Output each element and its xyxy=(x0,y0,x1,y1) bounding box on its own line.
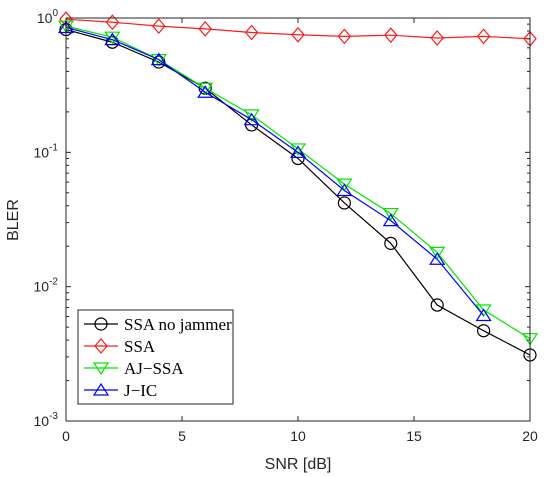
x-axis-label: SNR [dB] xyxy=(265,456,332,473)
data-point xyxy=(336,183,353,197)
legend-marker xyxy=(94,317,108,331)
plot-frame xyxy=(65,17,531,422)
legend: SSA no jammer SSA AJ−SSA J−IC xyxy=(77,309,234,405)
data-point xyxy=(336,178,353,192)
x-tick-label: 15 xyxy=(406,428,422,444)
series-line xyxy=(65,26,485,316)
data-point xyxy=(337,196,351,210)
data-point xyxy=(289,145,307,158)
data-point xyxy=(244,24,259,41)
data-point xyxy=(243,109,260,123)
x-tick-label: 10 xyxy=(290,428,306,444)
legend-label: SSA no jammer xyxy=(124,315,232,334)
data-point xyxy=(291,26,305,43)
y-tick-label: 10-1 xyxy=(34,142,59,160)
data-point xyxy=(384,27,398,44)
data-point xyxy=(197,82,214,96)
legend-marker xyxy=(92,362,110,376)
data-point xyxy=(429,246,446,260)
data-point xyxy=(197,85,214,98)
y-tick-label: 10-2 xyxy=(34,277,59,295)
y-axis-label: BLER xyxy=(5,199,22,241)
legend-marker xyxy=(92,382,110,396)
series-2 xyxy=(57,20,539,346)
data-point xyxy=(429,252,446,265)
legend-marker xyxy=(94,338,108,354)
x-tick-label: 20 xyxy=(522,428,538,444)
series-line xyxy=(65,18,531,40)
data-point xyxy=(475,308,492,322)
data-point xyxy=(430,30,444,46)
legend-label: SSA xyxy=(124,337,156,356)
x-tick-label: 0 xyxy=(62,428,70,444)
data-point xyxy=(382,213,399,227)
data-point xyxy=(243,112,260,126)
legend-label: J−IC xyxy=(124,381,157,400)
data-point xyxy=(337,28,352,45)
series-3 xyxy=(57,20,492,322)
y-tick-label: 100 xyxy=(37,8,59,26)
data-point xyxy=(150,52,167,66)
data-point xyxy=(382,207,399,221)
data-point xyxy=(476,28,491,45)
data-point xyxy=(384,236,398,250)
series-line xyxy=(65,25,531,340)
data-point xyxy=(430,298,444,312)
data-point xyxy=(104,31,121,45)
legend-label: AJ−SSA xyxy=(124,359,184,378)
x-tick-label: 5 xyxy=(178,428,186,444)
ticks-layer: 0 5 10 15 20 100 10-1 10-2 10-3 xyxy=(34,8,538,444)
data-point xyxy=(105,14,120,31)
series-line xyxy=(65,28,531,356)
data-point xyxy=(198,20,212,37)
data-point xyxy=(477,324,491,338)
data-point xyxy=(152,18,166,35)
data-point xyxy=(104,32,121,46)
y-tick-label: 10-3 xyxy=(34,411,59,429)
